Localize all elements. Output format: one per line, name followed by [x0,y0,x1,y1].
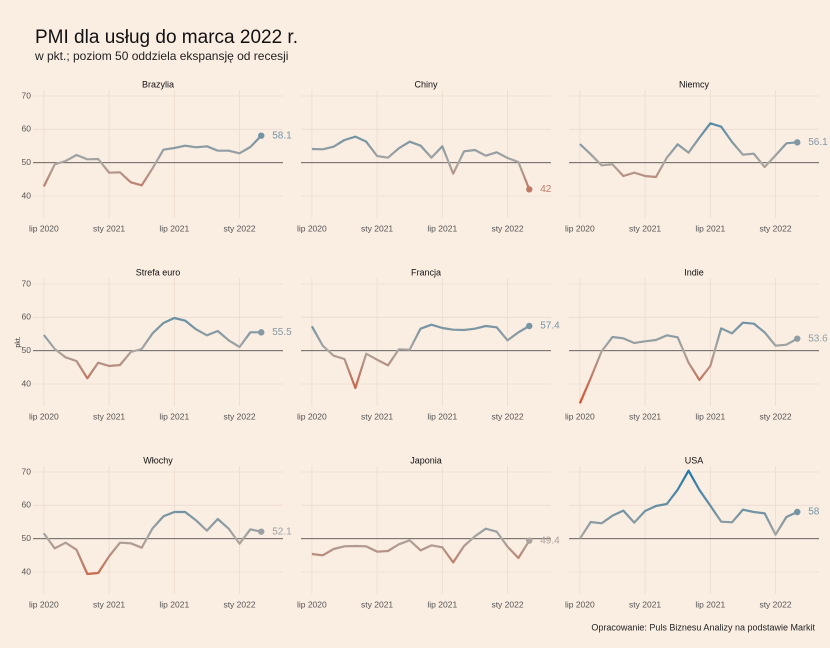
value-label: 56.1 [808,137,828,148]
y-tick-label: 60 [22,500,32,510]
y-tick-label: 40 [22,566,32,576]
y-tick-label: 50 [22,533,32,543]
x-tick-label: sty 2022 [759,223,791,233]
x-tick-label: sty 2021 [361,411,393,421]
series-line [43,316,262,380]
x-tick-label: lip 2021 [159,411,189,421]
series-line [311,135,531,190]
y-tick-label: 70 [22,90,32,100]
series-line [578,321,798,404]
value-label: 52.1 [272,526,292,537]
value-label: 53.6 [808,333,828,344]
panel-title: Brazylia [142,79,174,89]
panel-title: Chiny [414,79,438,89]
x-tick-label: lip 2020 [297,599,327,609]
chart-title: PMI dla usług do marca 2022 r. [35,27,298,48]
x-tick-label: lip 2021 [159,223,189,233]
end-point [258,132,265,139]
x-tick-label: sty 2021 [361,223,393,233]
panel-title: Włochy [143,455,173,465]
end-point [526,537,533,544]
panel-title: Indie [684,267,704,277]
x-tick-label: sty 2022 [223,223,255,233]
value-label: 49.4 [540,535,560,546]
end-point [794,335,801,342]
x-tick-label: sty 2022 [491,411,523,421]
x-tick-label: lip 2020 [29,599,59,609]
x-tick-label: sty 2022 [223,599,255,609]
x-tick-label: sty 2021 [629,411,661,421]
y-tick-label: 40 [22,190,32,200]
x-tick-label: lip 2020 [565,599,595,609]
x-tick-label: sty 2021 [629,599,661,609]
x-tick-label: sty 2022 [759,599,791,609]
x-tick-label: sty 2022 [759,411,791,421]
x-tick-label: lip 2021 [695,223,725,233]
y-tick-label: 70 [22,278,32,288]
x-tick-label: sty 2021 [361,599,393,609]
x-tick-label: lip 2021 [159,599,189,609]
value-label: 42 [540,184,552,195]
end-point [258,528,265,535]
x-tick-label: sty 2021 [93,223,125,233]
series-line [42,134,263,187]
x-tick-label: sty 2022 [223,411,255,421]
y-tick-label: 60 [22,124,32,134]
x-tick-label: sty 2022 [491,223,523,233]
y-axis-label: pkt. [15,336,22,347]
x-tick-label: sty 2021 [93,411,125,421]
x-tick-label: lip 2020 [29,411,59,421]
y-tick-label: 40 [22,378,32,388]
series-line [578,469,798,540]
x-tick-label: lip 2021 [695,411,725,421]
value-label: 57.4 [540,321,560,332]
panel-title: Niemcy [679,79,710,89]
source: Opracowanie: Puls Biznesu Analizy na pod… [591,622,815,632]
x-tick-label: lip 2021 [695,599,725,609]
value-label: 58 [808,507,820,518]
value-label: 58.1 [272,130,292,141]
chart-subtitle: w pkt.; poziom 50 oddziela ekspansję od … [34,49,288,63]
x-tick-label: lip 2020 [29,223,59,233]
panel-title: Francja [411,267,441,277]
x-tick-label: lip 2020 [565,223,595,233]
panel-title: Japonia [410,455,442,465]
x-tick-label: lip 2020 [565,411,595,421]
x-tick-label: sty 2022 [491,599,523,609]
x-tick-label: lip 2021 [427,599,457,609]
x-tick-label: lip 2021 [427,411,457,421]
x-tick-label: sty 2021 [629,223,661,233]
x-tick-label: lip 2020 [297,223,327,233]
x-tick-label: lip 2020 [297,411,327,421]
y-tick-label: 50 [22,345,32,355]
x-tick-label: sty 2021 [93,599,125,609]
x-tick-label: lip 2021 [427,223,457,233]
end-point [526,186,533,193]
end-point [258,329,265,336]
series-line [310,323,530,390]
series-line [42,510,262,576]
series-line [311,527,531,564]
end-point [794,508,801,516]
value-label: 55.5 [272,327,292,338]
panel-title: USA [685,455,704,465]
end-point [794,139,801,146]
y-tick-label: 60 [22,312,32,322]
y-tick-label: 70 [22,466,32,476]
panel-title: Strefa euro [136,267,181,277]
y-tick-label: 50 [22,157,32,167]
series-line [579,122,798,179]
end-point [526,322,533,330]
